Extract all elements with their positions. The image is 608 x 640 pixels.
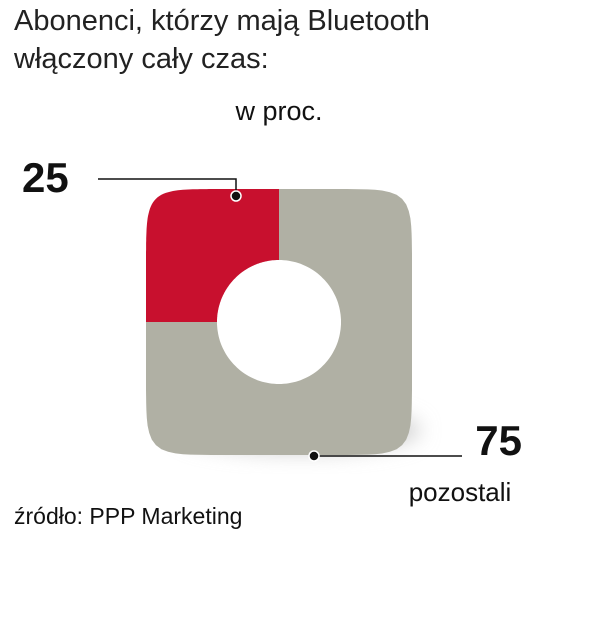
chart-subtitle: w proc.: [234, 96, 322, 126]
value-label: 25: [22, 154, 69, 201]
slice: [146, 189, 279, 322]
slice: [146, 189, 412, 455]
source: źródło: PPP Marketing: [14, 503, 242, 529]
value-label: 75: [475, 417, 522, 464]
leader-dot: [230, 190, 242, 202]
leader-dot: [308, 450, 320, 462]
chart-title: Abonenci, którzy mają Bluetooth włączony…: [14, 5, 430, 75]
category-label: pozostali: [409, 477, 512, 507]
